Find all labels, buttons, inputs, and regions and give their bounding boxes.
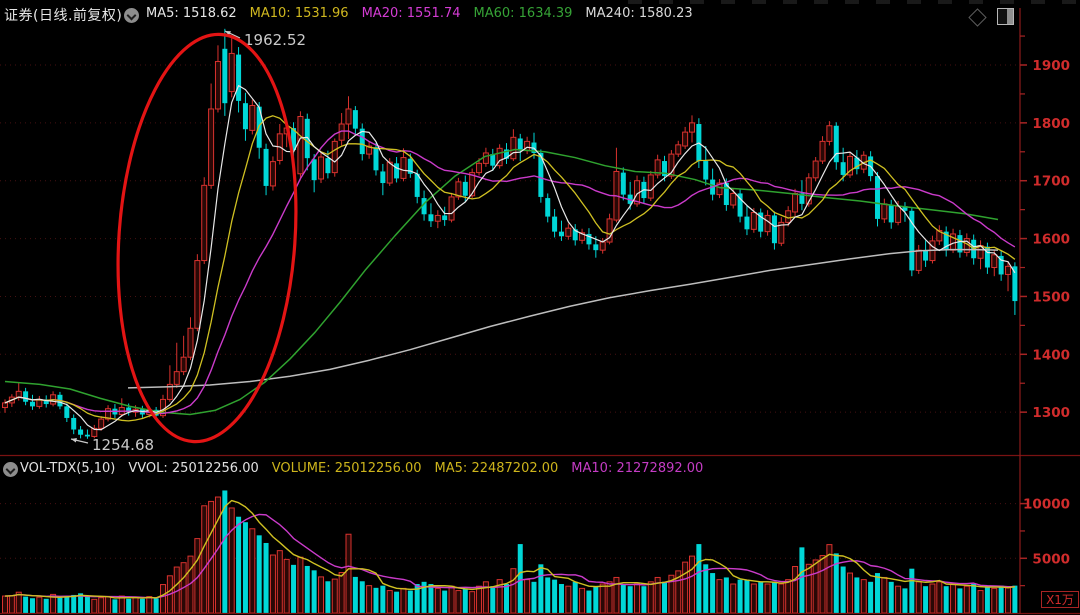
svg-text:1962.52: 1962.52 xyxy=(244,31,306,49)
svg-text:1600: 1600 xyxy=(1032,232,1070,248)
svg-text:1800: 1800 xyxy=(1032,116,1070,132)
diamond-icon[interactable] xyxy=(968,8,987,27)
ma5-value: MA5: 1518.62 xyxy=(146,6,237,21)
volume-legend: VOL-TDX(5,10) VVOL: 25012256.00 VOLUME: 25… xyxy=(20,461,703,476)
panel-layout-icon[interactable] xyxy=(997,8,1014,25)
volume-value: VOLUME: 25012256.00 xyxy=(271,461,422,476)
svg-text:1900: 1900 xyxy=(1032,58,1070,74)
svg-text:X1万: X1万 xyxy=(1046,593,1074,607)
svg-text:5000: 5000 xyxy=(1032,551,1070,567)
vol-indicator-name: VOL-TDX(5,10) xyxy=(20,461,116,476)
ma-legend: MA5: 1518.62 MA10: 1531.96 MA20: 1551.74 MA… xyxy=(146,6,693,21)
svg-text:1500: 1500 xyxy=(1032,289,1070,305)
main-chart-header: 证券(日线.前复权) MA5: 1518.62 MA10: 1531.96 MA20… xyxy=(0,0,1080,28)
svg-text:1254.68: 1254.68 xyxy=(92,436,154,454)
chevron-down-icon[interactable] xyxy=(3,462,18,477)
svg-text:1300: 1300 xyxy=(1032,405,1070,421)
ma20-value: MA20: 1551.74 xyxy=(361,6,461,21)
svg-text:1700: 1700 xyxy=(1032,174,1070,190)
chevron-down-icon[interactable] xyxy=(124,8,139,23)
chart-title: 证券(日线.前复权) xyxy=(4,8,123,24)
ma240-value: MA240: 1580.23 xyxy=(585,6,693,21)
vol-ma10-value: MA10: 21272892.00 xyxy=(571,461,704,476)
svg-text:10000: 10000 xyxy=(1023,497,1070,513)
vvol-value: VVOL: 25012256.00 xyxy=(128,461,259,476)
ma60-value: MA60: 1634.39 xyxy=(473,6,573,21)
vol-ma5-value: MA5: 22487202.00 xyxy=(434,461,559,476)
cropped-toolbar-remnant xyxy=(628,0,1080,4)
ma10-value: MA10: 1531.96 xyxy=(249,6,349,21)
svg-text:1400: 1400 xyxy=(1032,347,1070,363)
